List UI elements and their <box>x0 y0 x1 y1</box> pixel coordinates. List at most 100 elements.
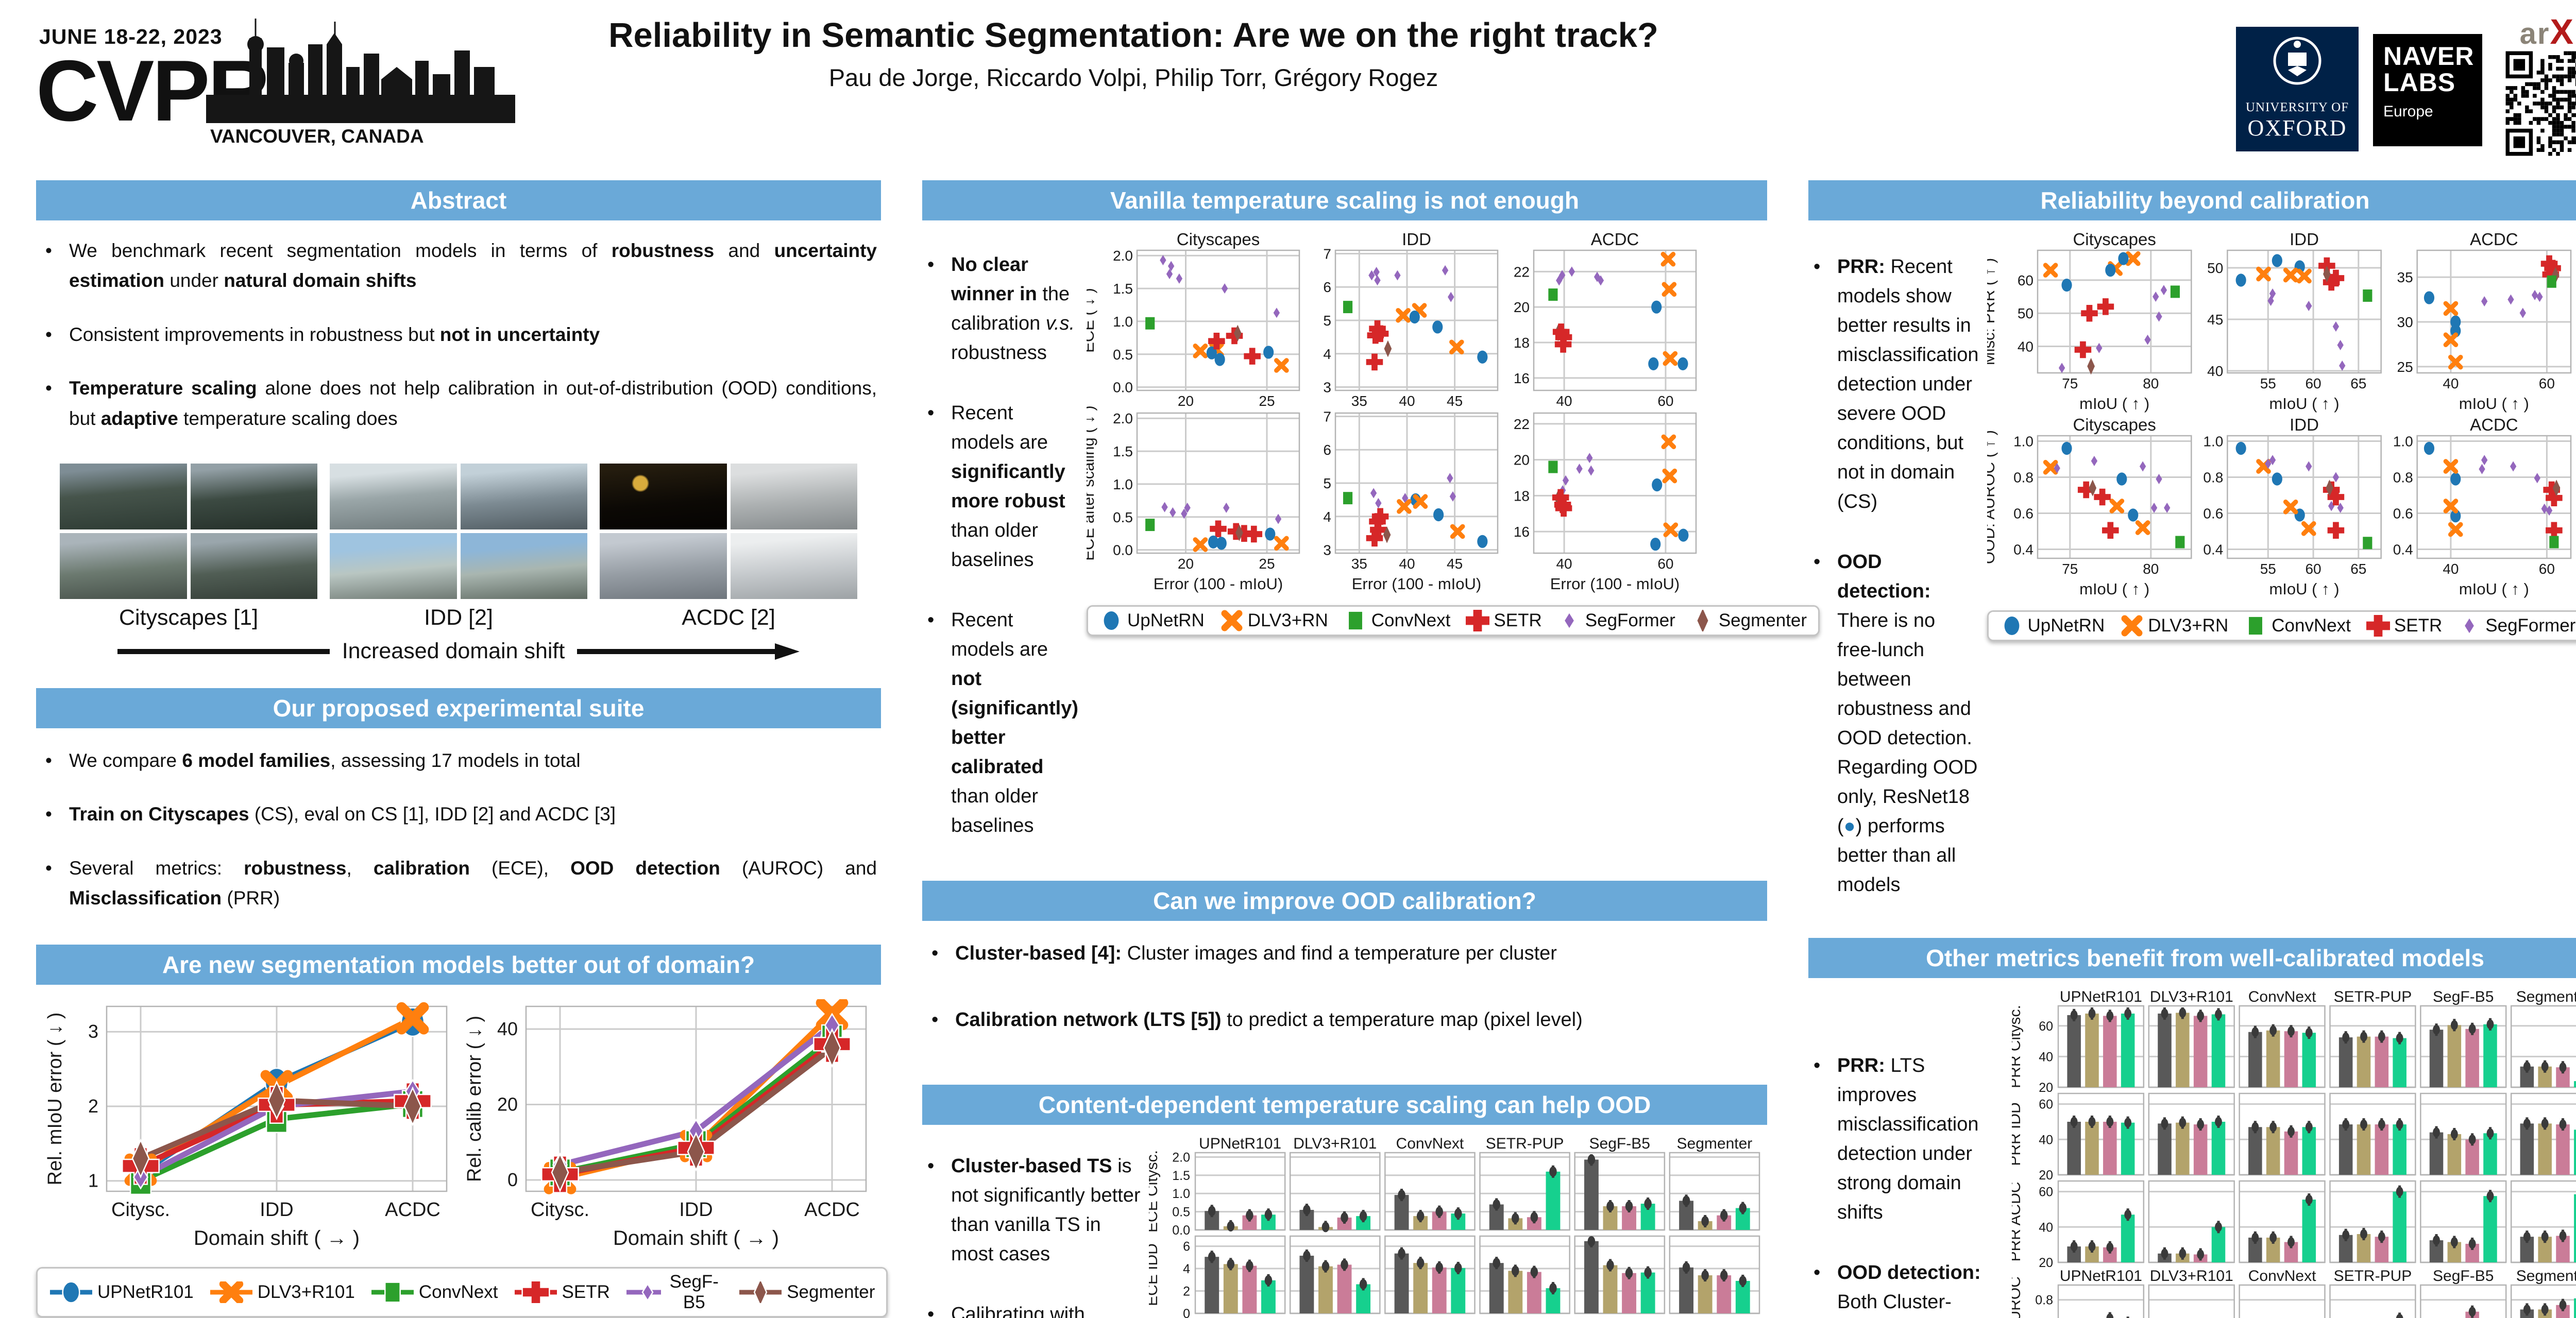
beyond-bullets: PRR: Recent models show better results i… <box>1808 232 1979 931</box>
naver-labs-logo: NAVER LABS Europe <box>2373 34 2482 146</box>
svg-text:40: 40 <box>2017 339 2033 355</box>
bullet-item: Calibration network (LTS [5]) to predict… <box>926 1009 1763 1031</box>
svg-text:20: 20 <box>497 1093 518 1115</box>
svg-text:ACDC: ACDC <box>2470 415 2518 434</box>
oxford-line2: OXFORD <box>2247 115 2347 141</box>
svg-text:ACDC: ACDC <box>385 1199 440 1221</box>
dataset-photo <box>460 533 587 599</box>
svg-text:20: 20 <box>2039 1256 2053 1270</box>
svg-text:60: 60 <box>2538 375 2554 391</box>
naver-line2: LABS <box>2383 68 2456 97</box>
svg-text:1.0: 1.0 <box>2013 434 2033 450</box>
svg-text:Cityscapes: Cityscapes <box>1177 232 1260 249</box>
svg-text:60: 60 <box>2538 561 2554 577</box>
svg-text:60: 60 <box>2305 375 2321 391</box>
dataset-group-acdc: ACDC [2] <box>600 464 857 630</box>
svg-text:40: 40 <box>1399 556 1415 572</box>
svg-text:ACDC: ACDC <box>2470 232 2518 249</box>
svg-text:1.5: 1.5 <box>1113 443 1133 459</box>
bullet-item: Temperature scaling alone does not help … <box>40 373 877 434</box>
svg-text:0.4: 0.4 <box>2393 542 2413 558</box>
dataset-caption: Cityscapes [1] <box>118 605 259 630</box>
legend-item: UpNetRN <box>1099 610 1205 631</box>
section-title-content: Content-dependent temperature scaling ca… <box>922 1085 1767 1125</box>
bullet-item: Calibrating with temperature maps (LTS) … <box>922 1300 1141 1318</box>
legend-item: SETR <box>1466 610 1542 631</box>
svg-text:Error (100 - mIoU): Error (100 - mIoU) <box>1550 575 1680 593</box>
svg-text:0.8: 0.8 <box>2013 470 2033 486</box>
content-bullets: Cluster-based TS is not significantly be… <box>922 1136 1141 1318</box>
svg-text:20: 20 <box>2039 1081 2053 1095</box>
svg-text:mIoU ( ↑ ): mIoU ( ↑ ) <box>2459 580 2529 598</box>
svg-text:5: 5 <box>1323 313 1331 329</box>
svg-text:DLV3+R101: DLV3+R101 <box>1293 1136 1377 1152</box>
svg-text:75: 75 <box>2062 561 2078 577</box>
improve-bullets: Cluster-based [4]: Cluster images and fi… <box>922 921 1767 1085</box>
svg-text:SETR-PUP: SETR-PUP <box>2334 1268 2412 1285</box>
svg-text:22: 22 <box>1514 264 1530 280</box>
svg-text:0.0: 0.0 <box>1172 1223 1190 1238</box>
svg-text:16: 16 <box>1514 370 1530 386</box>
dataset-photo <box>60 533 187 599</box>
chart-rel-miou-error: 1 2 3 Citysc. IDD ACDC Domain shift ( → ) Rel. … <box>43 999 455 1262</box>
svg-text:60: 60 <box>2039 1185 2053 1200</box>
svg-text:0.4: 0.4 <box>2013 542 2033 558</box>
svg-text:0.8: 0.8 <box>2035 1293 2053 1308</box>
legend-item: Segmenter <box>738 1281 875 1303</box>
svg-text:0.5: 0.5 <box>1113 347 1133 363</box>
cvpr-city: VANCOUVER, CANADA <box>210 126 424 147</box>
arxiv-logo: arXiv <box>2519 12 2576 52</box>
oxford-crest-icon <box>2273 37 2321 85</box>
svg-text:SETR-PUP: SETR-PUP <box>1486 1136 1564 1152</box>
svg-text:20: 20 <box>1514 452 1530 468</box>
svg-text:35: 35 <box>2397 269 2413 285</box>
naver-line1: NAVER <box>2383 42 2475 71</box>
svg-text:ACDC: ACDC <box>1591 232 1639 249</box>
svg-text:25: 25 <box>1259 393 1275 409</box>
svg-text:OOD: AUROC: OOD: AUROC <box>2012 1276 2024 1318</box>
vanilla-bullets: No clear winner in the calibration v.s. … <box>922 232 1078 871</box>
bullet-item: Cluster-based TS is not significantly be… <box>922 1152 1141 1269</box>
dataset-photo <box>600 464 727 529</box>
svg-text:35: 35 <box>1351 393 1367 409</box>
svg-text:40: 40 <box>1399 393 1415 409</box>
svg-text:40: 40 <box>2207 363 2223 379</box>
svg-text:Rel. calib error ( ↓ ): Rel. calib error ( ↓ ) <box>464 1016 485 1182</box>
svg-text:40: 40 <box>2039 1050 2053 1064</box>
domain-shift-arrow: Increased domain shift <box>36 639 881 664</box>
svg-text:mIoU ( ↑ ): mIoU ( ↑ ) <box>2459 395 2529 413</box>
svg-text:ECE IDD: ECE IDD <box>1149 1243 1161 1306</box>
title-block: Reliability in Semantic Segmentation: Ar… <box>505 15 1762 92</box>
arrow-line-icon <box>117 648 330 654</box>
svg-text:0: 0 <box>507 1169 518 1190</box>
svg-text:Segmenter: Segmenter <box>2516 989 2576 1005</box>
svg-text:1.5: 1.5 <box>1113 281 1133 297</box>
svg-text:DLV3+R101: DLV3+R101 <box>2150 1268 2233 1285</box>
svg-text:Segmenter: Segmenter <box>2516 1268 2576 1285</box>
svg-text:ECE ( ↓ ): ECE ( ↓ ) <box>1087 288 1097 353</box>
bullet-item: PRR: Recent models show better results i… <box>1808 252 1979 517</box>
dataset-photo <box>330 464 457 529</box>
arrow-head-icon <box>577 643 800 660</box>
bullet-item: We compare 6 model families, assessing 1… <box>40 746 877 776</box>
dataset-photo <box>190 533 317 599</box>
svg-text:60: 60 <box>2039 1019 2053 1034</box>
legend-item: SegFormer <box>2458 615 2575 637</box>
legend-item: SegF-B5 <box>625 1272 723 1313</box>
legend-item: ConvNext <box>2244 615 2351 637</box>
svg-text:40: 40 <box>497 1018 518 1039</box>
svg-text:55: 55 <box>2260 561 2276 577</box>
poster-authors: Pau de Jorge, Riccardo Volpi, Philip Tor… <box>828 64 1438 91</box>
svg-text:Citysc.: Citysc. <box>111 1199 170 1221</box>
svg-text:ACDC: ACDC <box>804 1199 860 1221</box>
svg-text:1.5: 1.5 <box>1172 1169 1190 1183</box>
svg-text:ConvNext: ConvNext <box>1396 1136 1464 1152</box>
svg-text:IDD: IDD <box>2290 415 2319 434</box>
section-title-suite: Our proposed experimental suite <box>36 688 881 728</box>
cvpr-logo: JUNE 18-22, 2023 CVPR <box>36 14 515 164</box>
dataset-photo <box>730 464 857 529</box>
svg-text:IDD: IDD <box>2290 232 2319 249</box>
svg-text:0.0: 0.0 <box>1113 380 1133 396</box>
dataset-photo <box>460 464 587 529</box>
